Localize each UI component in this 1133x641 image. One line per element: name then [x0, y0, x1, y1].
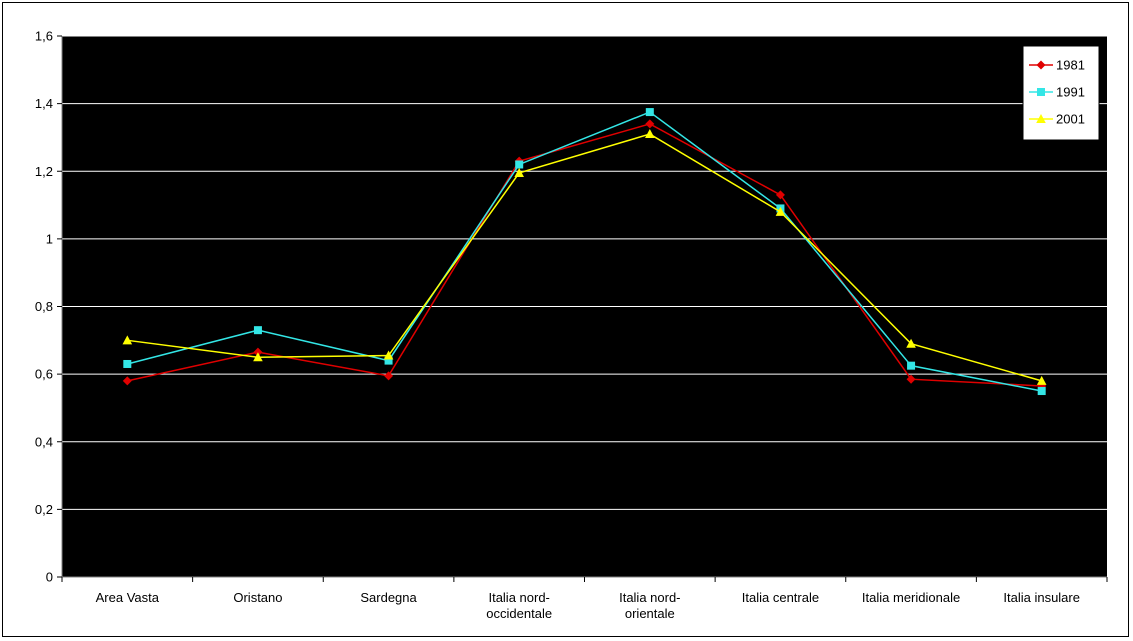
data-point-triangle [775, 206, 786, 216]
series-line [127, 123, 1042, 387]
data-point-triangle [645, 129, 655, 139]
data-point-square [384, 356, 393, 365]
legend-item-1991: 1991 [1029, 85, 1085, 100]
y-tick-label: 1 [46, 231, 53, 246]
series-line [127, 133, 1042, 382]
x-tick-label: Italia nord-occidentale [486, 590, 552, 621]
x-axis-ticks: Area Vasta Oristano Sardegna Italia nord-oc… [61, 577, 1108, 621]
data-point-triangle [122, 335, 133, 345]
x-tick-label: Italia centrale [742, 590, 819, 605]
data-point-square [515, 160, 524, 169]
data-point-square [253, 326, 262, 335]
series-2001 [122, 129, 1047, 385]
data-point-square [907, 361, 916, 370]
series-1981 [122, 119, 1047, 391]
legend-item-1981: 1981 [1029, 58, 1085, 73]
legend-label: 1981 [1056, 58, 1085, 73]
data-point-triangle [514, 167, 524, 177]
data-point-square [1037, 387, 1046, 396]
y-tick-label: 1,6 [35, 29, 53, 44]
series-line [127, 111, 1042, 392]
grid-lines [62, 35, 1107, 510]
x-tick-label: Italia insulare [1003, 590, 1080, 605]
y-tick-label: 0,4 [35, 434, 53, 449]
y-axis-ticks: 0 0,2 0,4 0,6 0,8 1 1,2 1,4 1,6 [35, 29, 62, 585]
series-group [122, 108, 1047, 396]
data-point-triangle [1036, 375, 1047, 385]
y-tick-label: 0,6 [35, 367, 53, 382]
data-point-diamond [1036, 60, 1046, 70]
y-tick-label: 0,2 [35, 502, 53, 517]
legend-box [1022, 45, 1100, 141]
x-tick-label: Italia meridionale [862, 590, 960, 605]
data-point-triangle [253, 352, 263, 362]
legend-item-2001: 2001 [1029, 112, 1085, 127]
y-tick-label: 1,2 [35, 164, 53, 179]
x-tick-label: Oristano [233, 590, 282, 605]
data-point-diamond [906, 374, 916, 384]
data-point-triangle [1036, 114, 1046, 123]
y-tick-label: 1,4 [35, 96, 53, 111]
data-point-diamond [384, 371, 394, 381]
y-tick-label: 0,8 [35, 299, 53, 314]
data-point-diamond [775, 190, 785, 200]
data-point-square [1037, 88, 1045, 96]
data-point-diamond [122, 376, 132, 386]
x-tick-label: Italia nord-orientale [619, 590, 680, 621]
x-tick-label: Sardegna [360, 590, 417, 605]
data-point-diamond [253, 347, 263, 357]
y-tick-label: 0 [46, 570, 53, 585]
x-tick-label: Area Vasta [96, 590, 160, 605]
data-point-diamond [645, 119, 655, 129]
legend-label: 1991 [1056, 85, 1085, 100]
data-point-triangle [383, 350, 394, 360]
data-point-triangle [906, 338, 916, 348]
legend-label: 2001 [1056, 112, 1085, 127]
data-point-square [645, 108, 654, 117]
data-point-square [123, 359, 132, 368]
legend: 1981 1991 2001 [1022, 45, 1100, 141]
